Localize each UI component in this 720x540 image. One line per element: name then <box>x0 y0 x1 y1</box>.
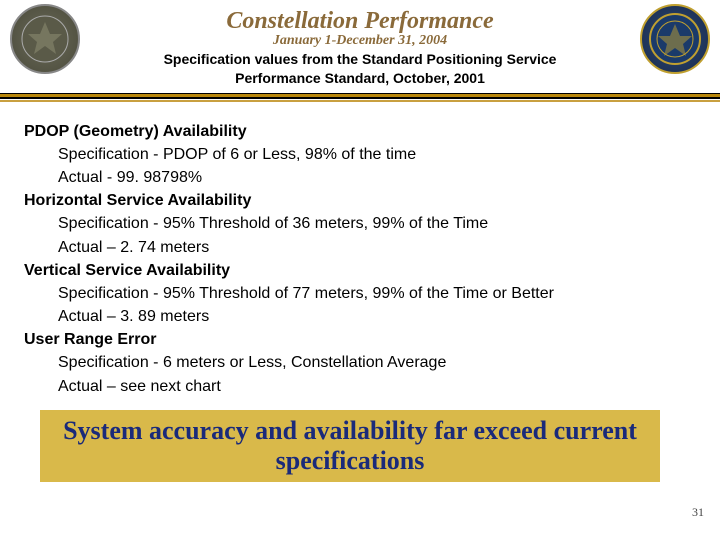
horiz-spec: Specification - 95% Threshold of 36 mete… <box>24 212 696 235</box>
slide-header: Constellation Performance January 1-Dece… <box>0 0 720 91</box>
ure-actual: Actual – see next chart <box>24 375 696 398</box>
ure-heading: User Range Error <box>24 328 696 351</box>
header-divider <box>0 93 720 99</box>
ure-spec: Specification - 6 meters or Less, Conste… <box>24 351 696 374</box>
callout-container: System accuracy and availability far exc… <box>0 406 720 482</box>
vert-actual: Actual – 3. 89 meters <box>24 305 696 328</box>
content-body: PDOP (Geometry) Availability Specificati… <box>0 102 720 406</box>
spec-source-line1: Specification values from the Standard P… <box>90 51 630 68</box>
callout-text: System accuracy and availability far exc… <box>40 410 660 482</box>
spec-source-line2: Performance Standard, October, 2001 <box>90 70 630 87</box>
horiz-actual: Actual – 2. 74 meters <box>24 236 696 259</box>
horiz-heading: Horizontal Service Availability <box>24 189 696 212</box>
vert-heading: Vertical Service Availability <box>24 259 696 282</box>
pdop-heading: PDOP (Geometry) Availability <box>24 120 696 143</box>
slide-subtitle: January 1-December 31, 2004 <box>90 33 630 49</box>
slide-title: Constellation Performance <box>90 8 630 35</box>
pdop-spec: Specification - PDOP of 6 or Less, 98% o… <box>24 143 696 166</box>
pdop-actual: Actual - 99. 98798% <box>24 166 696 189</box>
vert-spec: Specification - 95% Threshold of 77 mete… <box>24 282 696 305</box>
page-number: 31 <box>692 505 704 520</box>
